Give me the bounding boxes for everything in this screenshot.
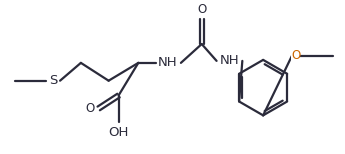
Text: S: S <box>49 74 57 87</box>
Text: O: O <box>197 3 206 16</box>
Text: OH: OH <box>108 126 129 139</box>
Text: O: O <box>291 49 300 62</box>
Text: NH: NH <box>220 54 239 67</box>
Text: NH: NH <box>158 56 178 69</box>
Text: O: O <box>86 102 95 115</box>
